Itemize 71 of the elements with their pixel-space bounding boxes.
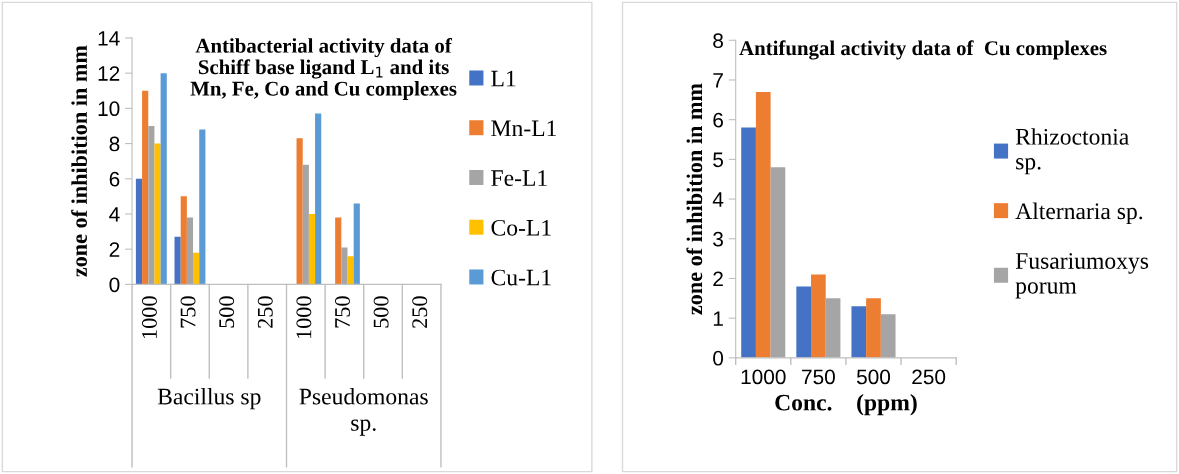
x-tick-label: 1000 [296,296,312,338]
bar [825,298,841,358]
y-tick-label: 0 [109,277,120,293]
bar [755,91,771,358]
text: Bacillus sp [157,387,261,410]
legend-label: Fusariumoxys porum [1015,253,1149,299]
y-tick-label: 5 [713,152,724,168]
bar [160,73,167,285]
y-tick-label: 6 [109,171,120,187]
bar [142,90,149,285]
chart-title: Antifungal activity data of Cu complexes [739,40,1107,60]
y-tick-label: 4 [109,207,120,222]
bar [296,138,303,285]
bar [335,217,342,285]
legend-label: Alternaria sp. [1015,202,1143,225]
x-tick-label: 1000 [741,369,786,385]
bar [811,274,826,358]
y-tick-label: 8 [109,136,120,152]
y-tick-label: 0 [713,350,724,366]
legend-label: Co-L1 [491,219,551,236]
x-tick-label: 750 [334,296,350,328]
bar [315,113,322,285]
text: Antibacterial activity data of Schiff base ligand L$_{1}$ and its Mn, Fe, Co and Cu complexes [190,37,457,100]
bar [302,164,309,285]
y-tick-label: 12 [98,66,120,81]
y-tick-label: 3 [713,231,723,247]
bar [770,167,786,358]
x-axis-title: Conc. (ppm) [775,393,917,416]
y-axis-title: zone of inhibition in mm [71,45,87,277]
x-tick-label: 250 [912,369,946,385]
y-tick-label: 7 [713,73,723,88]
bar [880,314,896,358]
bar [135,178,143,285]
bar [193,252,200,285]
bar [851,306,867,358]
x-tick-label: 250 [412,296,428,328]
bar [154,143,161,285]
y-tick-label: 8 [713,33,723,49]
text: Pseudomonas sp. [299,387,428,436]
y-tick-label: 4 [712,192,724,207]
x-tick-label: 500 [373,296,389,328]
bar [308,213,316,285]
x-tick-label: 250 [257,296,273,328]
bar [174,236,181,285]
x-tick-label: 500 [219,296,235,328]
x-tick-label: 750 [180,296,196,328]
y-tick-label: 10 [98,101,120,117]
bar [186,217,194,285]
bar [199,129,206,285]
y-tick-label: 14 [98,31,120,46]
x-tick-label: 1000 [141,296,157,338]
y-tick-label: 2 [713,271,723,287]
x-tick-label: 500 [856,369,891,385]
legend-label: Mn-L1 [491,120,556,137]
bar [148,125,155,285]
y-tick-label: 6 [713,112,723,128]
y-tick-label: 1 [713,311,723,326]
legend-label: Cu-L1 [491,269,551,286]
bar [347,256,354,285]
x-tick-label: 750 [802,369,835,385]
bar [796,286,812,358]
legend-label: Fe-L1 [491,170,547,187]
legend-label: L1 [491,70,516,87]
bar [180,196,187,285]
bar [741,127,756,358]
bar [353,203,360,285]
legend-label: Rhizoctonia sp. [1015,128,1129,175]
y-tick-label: 2 [109,242,120,257]
y-axis-title: zone of inhibition in mm [686,83,703,315]
bar [341,247,348,285]
bar [866,298,881,358]
